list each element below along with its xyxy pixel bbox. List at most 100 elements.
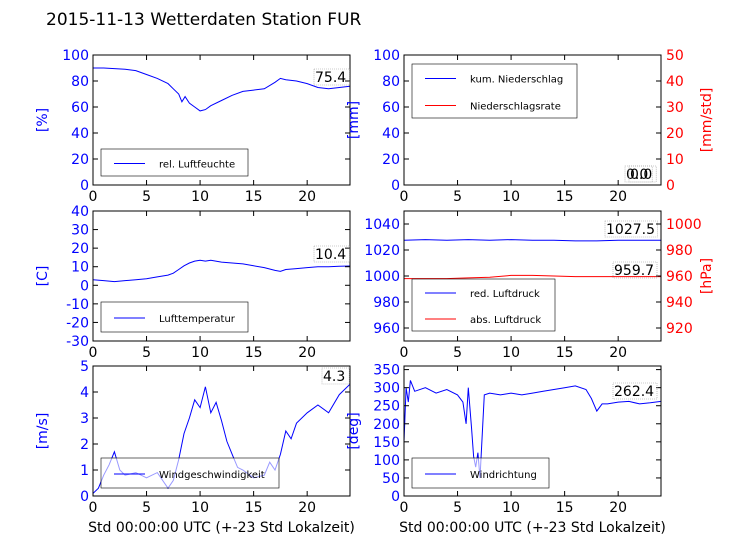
wind_speed-x-axis-label: Std 00:00:00 UTC (+-23 Std Lokalzeit) (88, 520, 355, 536)
precip-y-tick-label: 40 (382, 126, 400, 142)
wind_dir-x-tick-label: 15 (556, 500, 574, 516)
temperature-value-annotation: 10.4 (315, 247, 346, 263)
pressure-y2-axis-label: [hPa] (699, 258, 715, 294)
wind_speed-value-annotation: 4.3 (323, 369, 345, 385)
humidity-y-tick-label: 20 (71, 152, 89, 168)
pressure-series-line-0 (404, 239, 661, 242)
precip-legend-label-0: kum. Niederschlag (470, 75, 563, 86)
humidity-x-tick-label: 0 (89, 189, 98, 205)
wind_speed-y-tick-label: 4 (80, 385, 89, 401)
wind_dir-value-annotation: 262.4 (614, 384, 654, 400)
precip-x-tick-label: 5 (453, 189, 462, 205)
humidity-value-annotation: 75.4 (315, 70, 346, 86)
wind_dir-y-tick-label: 250 (373, 399, 400, 415)
precip-y2-tick-label: 40 (666, 74, 684, 90)
wind_dir-value-annotation-box (612, 382, 658, 400)
pressure-y2-tick-label: 920 (666, 321, 693, 337)
humidity-y-tick-label: 80 (71, 74, 89, 90)
humidity-series-line-0 (93, 67, 350, 112)
humidity-plot-frame (92, 54, 351, 186)
temperature-y-tick-label: 20 (71, 241, 89, 257)
wind_speed-x-tick-label: 0 (89, 500, 98, 516)
precip-x-tick-label: 15 (556, 189, 574, 205)
wind_speed-y-tick-label: 3 (80, 411, 89, 427)
pressure-value-annotation-box (604, 220, 658, 238)
wind_dir-y-tick-label: 100 (373, 453, 400, 469)
precip-value-annotation: 0.0 (626, 167, 648, 183)
pressure-y2-tick-label: 980 (666, 243, 693, 259)
pressure-x-tick-label: 20 (609, 345, 627, 361)
wind_speed-x-tick-label: 5 (142, 500, 151, 516)
humidity-y-tick-label: 40 (71, 126, 89, 142)
pressure-value-annotation-2-box (612, 261, 658, 279)
humidity-legend-label-0: rel. Luftfeuchte (159, 160, 235, 171)
wind_speed-y-tick-label: 0 (80, 489, 89, 505)
wind_speed-y-axis-label: [m/s] (35, 413, 51, 450)
temperature-legend-label-0: Lufttemperatur (159, 314, 236, 325)
figure-title-text: 2015-11-13 Wetterdaten Station FUR (46, 10, 362, 30)
wind_speed-y-tick-label: 5 (80, 359, 89, 375)
temperature-y-tick-label: 10 (71, 260, 89, 276)
wind_speed-legend-label-0: Windgeschwindigkeit (159, 470, 265, 481)
wind_dir-x-tick-label: 0 (400, 500, 409, 516)
pressure-y2-tick-label: 960 (666, 269, 693, 285)
humidity-x-tick-label: 10 (191, 189, 209, 205)
wind_dir-y-tick-label: 200 (373, 417, 400, 433)
pressure-value-annotation-2: 959.7 (614, 263, 654, 279)
wind_speed-value-annotation-box (321, 367, 350, 385)
precip-legend-box (411, 63, 578, 119)
precip-y2-axis-label: [mm/std] (699, 88, 715, 153)
precip-y2-tick-label: 30 (666, 100, 684, 116)
wind_dir-y-tick-label: 0 (391, 489, 400, 505)
pressure-y-tick-label: 1000 (364, 269, 400, 285)
precip-y-tick-label: 0 (391, 178, 400, 194)
pressure-x-tick-label: 15 (556, 345, 574, 361)
humidity-y-tick-label: 100 (62, 48, 89, 64)
precip-y-tick-label: 60 (382, 100, 400, 116)
wind_dir-x-axis-label: Std 00:00:00 UTC (+-23 Std Lokalzeit) (399, 520, 666, 536)
humidity-y-tick-label: 0 (80, 178, 89, 194)
precip-y2-tick-label: 50 (666, 48, 684, 64)
wind_speed-legend-box (100, 457, 280, 489)
precip-x-tick-label: 0 (400, 189, 409, 205)
precip-x-tick-label: 20 (609, 189, 627, 205)
precip-y2-tick-label: 20 (666, 126, 684, 142)
figure-title: 2015-11-13 Wetterdaten Station FUR (46, 10, 361, 30)
wind_dir-y-tick-label: 150 (373, 435, 400, 451)
humidity-x-tick-label: 20 (298, 189, 316, 205)
temperature-y-tick-label: 40 (71, 204, 89, 220)
pressure-legend-box (411, 278, 556, 332)
temperature-y-tick-label: -30 (66, 334, 89, 350)
temperature-x-tick-label: 10 (191, 345, 209, 361)
temperature-y-tick-label: -10 (66, 297, 89, 313)
wind_dir-y-axis-label: [deg] (346, 412, 362, 449)
temperature-y-tick-label: 0 (80, 278, 89, 294)
temperature-y-tick-label: 30 (71, 223, 89, 239)
wind_speed-y-tick-label: 1 (80, 463, 89, 479)
precip-y2-tick-label: 10 (666, 152, 684, 168)
wind_dir-y-tick-label: 300 (373, 381, 400, 397)
wind_dir-x-tick-label: 10 (502, 500, 520, 516)
pressure-x-tick-label: 10 (502, 345, 520, 361)
wind_dir-y-tick-label: 50 (382, 471, 400, 487)
pressure-legend-label-0: red. Luftdruck (470, 289, 540, 300)
precip-y-axis-label: [mm] (346, 101, 362, 139)
pressure-y-tick-label: 1040 (364, 217, 400, 233)
pressure-y2-tick-label: 940 (666, 295, 693, 311)
temperature-y-axis-label: [C] (35, 266, 51, 287)
precip-legend-label-1: Niederschlagsrate (470, 102, 561, 113)
pressure-y2-tick-label: 1000 (666, 217, 702, 233)
temperature-legend-box (100, 301, 249, 333)
pressure-x-tick-label: 5 (453, 345, 462, 361)
humidity-legend-box (100, 148, 249, 177)
wind_speed-plot-frame (92, 365, 351, 497)
temperature-y-tick-label: -20 (66, 315, 89, 331)
precip-plot-frame (403, 54, 662, 186)
temperature-x-tick-label: 20 (298, 345, 316, 361)
wind_dir-x-tick-label: 20 (609, 500, 627, 516)
wind_dir-x-tick-label: 5 (453, 500, 462, 516)
humidity-y-tick-label: 60 (71, 100, 89, 116)
wind_speed-x-tick-label: 20 (298, 500, 316, 516)
pressure-value-annotation: 1027.5 (606, 222, 655, 238)
